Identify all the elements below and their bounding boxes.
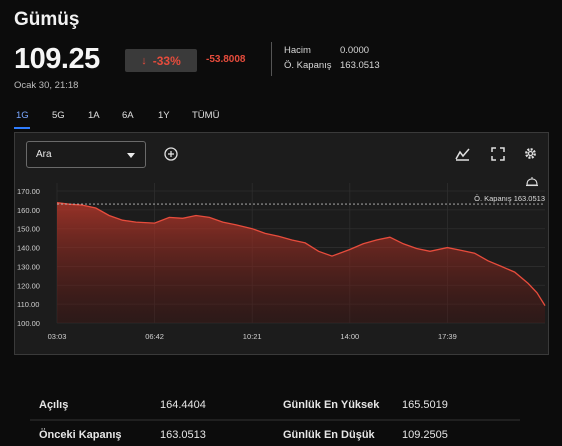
- tab-6a[interactable]: 6A: [122, 110, 134, 121]
- y-tick-label: 120.00: [17, 281, 40, 290]
- price-line: [56, 202, 546, 306]
- x-tick-label: 17:39: [438, 332, 457, 341]
- open-value: 164.4404: [160, 399, 206, 411]
- tab-tumu[interactable]: TÜMÜ: [192, 110, 220, 121]
- y-axis-labels: 100.00 110.00 120.00 130.00 140.00 150.00 160.…: [17, 187, 40, 328]
- day-high-label: Günlük En Yüksek: [283, 399, 380, 411]
- prev-close-row-value: 163.0513: [160, 429, 206, 441]
- y-tick-label: 100.00: [17, 319, 40, 328]
- fullscreen-icon[interactable]: [491, 147, 505, 161]
- header-divider: [271, 42, 272, 76]
- tab-1g[interactable]: 1G: [16, 110, 29, 121]
- prev-close-row-label: Önceki Kapanış: [39, 428, 122, 441]
- change-badge: ↓ -33%: [125, 49, 197, 72]
- y-tick-label: 150.00: [17, 225, 40, 234]
- add-indicator-icon[interactable]: [164, 147, 178, 161]
- x-tick-label: 10:21: [243, 332, 262, 341]
- prev-close-value: 163.0513: [340, 60, 380, 71]
- open-label: Açılış: [39, 399, 68, 411]
- timestamp: Ocak 30, 21:18: [14, 80, 79, 91]
- tab-1y[interactable]: 1Y: [158, 110, 170, 121]
- prev-close-label: Ö. Kapanış: [284, 60, 332, 71]
- price-chart: Ö. Kapanış 163.0513 100.00 110.00 120.00 13…: [17, 177, 546, 341]
- stats-table: Açılış 164.4404 Günlük En Yüksek 165.501…: [30, 399, 520, 441]
- compare-dropdown[interactable]: Ara: [26, 141, 146, 168]
- dropdown-value: Ara: [36, 149, 52, 160]
- tab-1a[interactable]: 1A: [88, 110, 100, 121]
- change-percent: -33%: [152, 53, 181, 68]
- volume-label: Hacim: [284, 45, 311, 56]
- chart-panel: Ara Ö. Kapanış 163.0513 100.00 110.00 120.…: [14, 132, 549, 355]
- chart-type-icon[interactable]: [455, 147, 470, 161]
- day-low-label: Günlük En Düşük: [283, 429, 376, 441]
- y-tick-label: 160.00: [17, 206, 40, 215]
- volume-value: 0.0000: [340, 45, 370, 56]
- settings-icon[interactable]: [523, 146, 538, 161]
- y-tick-label: 140.00: [17, 244, 40, 253]
- alert-bell-icon[interactable]: [526, 177, 538, 187]
- price-area: [57, 202, 545, 323]
- y-tick-label: 130.00: [17, 262, 40, 271]
- day-high-value: 165.5019: [402, 399, 448, 411]
- x-axis-labels: 03:03 06:42 10:21 14:00 17:39: [48, 332, 457, 341]
- x-tick-label: 03:03: [48, 332, 67, 341]
- prev-close-line-label: Ö. Kapanış 163.0513: [474, 194, 545, 203]
- y-tick-label: 170.00: [17, 187, 40, 196]
- day-low-value: 109.2505: [402, 429, 448, 441]
- y-tick-label: 110.00: [17, 300, 39, 309]
- x-tick-label: 14:00: [340, 332, 359, 341]
- chevron-down-icon: [127, 153, 135, 158]
- x-tick-label: 06:42: [145, 332, 164, 341]
- change-absolute: -53.8008: [206, 54, 246, 65]
- active-tab-underline: [14, 127, 30, 129]
- down-arrow-icon: ↓: [141, 54, 147, 67]
- current-price: 109.25: [14, 43, 100, 75]
- instrument-title: Gümüş: [14, 9, 80, 30]
- tab-5g[interactable]: 5G: [52, 110, 65, 121]
